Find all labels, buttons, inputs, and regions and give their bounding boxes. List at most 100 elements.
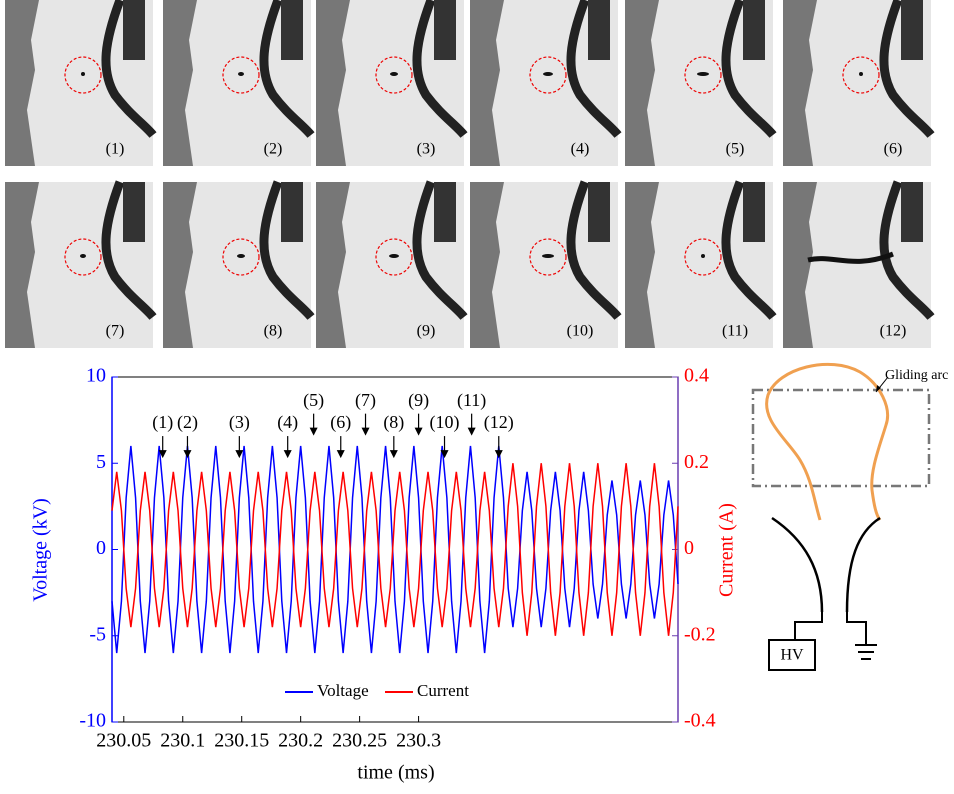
annotation-arrow-head [158, 450, 167, 459]
panel-label: (6) [884, 141, 903, 158]
electrode-top [901, 0, 923, 60]
annotation-arrow-head [494, 450, 503, 459]
electrode-edge [259, 180, 315, 320]
image-panel: (5) [625, 0, 777, 166]
annotation-label: (4) [277, 412, 298, 433]
x-tick-label: 230.25 [332, 730, 387, 752]
electrode-edge [879, 180, 935, 320]
image-panel: (6) [783, 0, 935, 166]
image-panel: (7) [5, 180, 157, 348]
panel-label: (3) [417, 141, 436, 158]
arc-highlight [222, 238, 260, 276]
legend-label: Current [417, 681, 469, 700]
annotation-label: (11) [457, 390, 486, 411]
arc-highlight [529, 56, 567, 94]
imaging-window [751, 388, 931, 488]
ground-wire [846, 612, 867, 645]
x-tick-label: 230.3 [396, 730, 441, 752]
hv-box [768, 639, 816, 671]
electrode-edge [412, 180, 468, 320]
left-electrode [771, 516, 824, 613]
gliding-arc [765, 362, 889, 521]
electrode-top [123, 0, 145, 60]
image-panels: (1) (2) (3) (4) (5) (6) (7) (8) (9) (10) (11) (12) [5, 0, 935, 348]
panel-label: (2) [264, 141, 283, 158]
arc-highlight [64, 238, 102, 276]
image-panel: (8) [163, 180, 315, 348]
arc-highlight [842, 56, 880, 94]
electrode-edge [259, 0, 315, 138]
annotation-label: (10) [430, 412, 460, 433]
annotation-arrow-head [283, 450, 292, 459]
left-electrode-shadow [5, 182, 39, 348]
arc-highlight [684, 56, 722, 94]
chart: time (ms) Voltage (kV) Current (A) 230.0… [30, 365, 738, 784]
left-electrode-shadow [316, 0, 350, 166]
panel-label: (5) [726, 141, 745, 158]
arc-label: Gliding arc [885, 368, 948, 383]
image-panel: (10) [470, 180, 622, 348]
arc-spot [542, 254, 554, 258]
y-tick-label: 5 [96, 451, 106, 473]
image-panel: (4) [470, 0, 622, 166]
electrode-top [281, 182, 303, 242]
x-tick-label: 230.1 [160, 730, 205, 752]
hv-label: HV [780, 647, 804, 664]
arc-spot [389, 254, 399, 258]
arc-spot [701, 254, 705, 258]
electrode-top [281, 0, 303, 60]
electrode-top [588, 182, 610, 242]
y-tick-label: 0 [96, 537, 106, 559]
ground-symbol [855, 644, 877, 660]
x-axis-label: time (ms) [357, 762, 434, 784]
annotation-arrow-head [440, 450, 449, 459]
image-panel: (3) [316, 0, 468, 166]
arc-highlight [375, 56, 413, 94]
panel-label: (4) [571, 141, 590, 158]
annotation-arrow-head [235, 450, 244, 459]
electrode-top [588, 0, 610, 60]
electrode-top [743, 182, 765, 242]
annotation-label: (8) [383, 412, 404, 433]
arc-spot [543, 72, 553, 76]
x-tick-label: 230.2 [278, 730, 323, 752]
setup-diagram: Gliding arc HV [751, 362, 948, 671]
y-tick-label: 10 [86, 365, 106, 387]
annotation-label: (12) [484, 412, 514, 433]
y2-axis-label: Current (A) [716, 503, 738, 597]
panel-label: (1) [106, 141, 125, 158]
panel-label: (9) [417, 323, 436, 340]
left-electrode-shadow [163, 0, 197, 166]
electrode-top [123, 182, 145, 242]
right-electrode [845, 516, 881, 613]
arc-highlight [64, 56, 102, 94]
panel-label: (10) [567, 323, 594, 340]
electrode-edge [879, 0, 935, 138]
y2-tick-label: 0 [684, 537, 694, 559]
legend-label: Voltage [317, 681, 369, 700]
left-electrode-shadow [470, 0, 504, 166]
left-electrode-shadow [783, 182, 817, 348]
arc-highlight [684, 238, 722, 276]
annotation-arrow-head [183, 450, 192, 459]
electrode-edge [566, 0, 622, 138]
arc-highlight [375, 238, 413, 276]
left-electrode-shadow [625, 182, 659, 348]
panel-label: (8) [264, 323, 283, 340]
electrode-edge [721, 0, 777, 138]
panel-label: (12) [880, 323, 907, 340]
annotation-label: (1) [152, 412, 173, 433]
annotation-label: (6) [330, 412, 351, 433]
annotation-label: (9) [408, 390, 429, 411]
y-axis-label: Voltage (kV) [30, 498, 52, 602]
arc-streak [807, 251, 894, 264]
left-electrode-shadow [163, 182, 197, 348]
image-panel: (12) [783, 180, 935, 348]
image-panel: (11) [625, 180, 777, 348]
arc-highlight [222, 56, 260, 94]
panel-label: (7) [106, 323, 125, 340]
electrode-edge [101, 0, 157, 138]
electrode-edge [721, 180, 777, 320]
annotation-arrow-head [467, 427, 476, 436]
left-electrode-shadow [470, 182, 504, 348]
